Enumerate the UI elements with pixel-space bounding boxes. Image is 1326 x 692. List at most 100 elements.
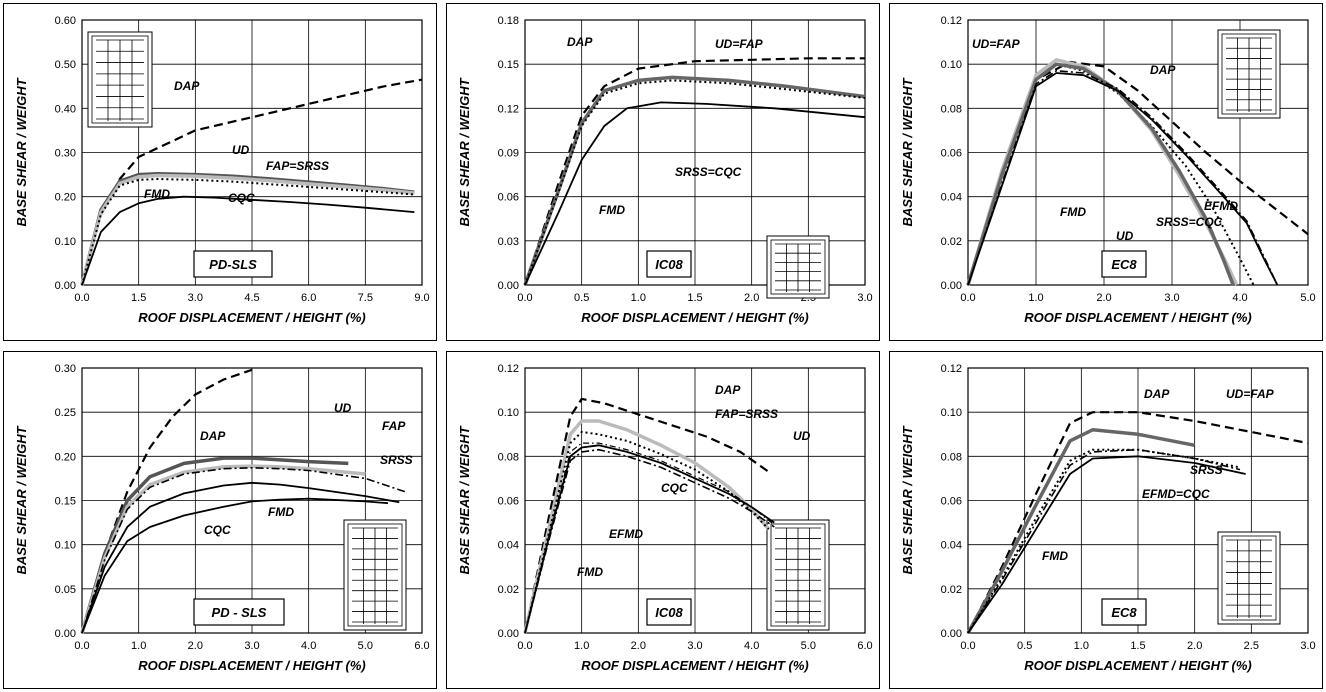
x-tick-label: 5.0 (358, 640, 373, 652)
case-label-box (193, 250, 273, 278)
x-tick-label: 4.5 (244, 292, 259, 304)
series-line-fmd (81, 497, 389, 634)
series-line-cqc (81, 481, 400, 634)
y-axis-label: BASE SHEAR / WEIGHT (457, 77, 472, 226)
annotation-label: SRSS=CQC (675, 165, 742, 179)
x-axis-label: ROOF DISPLACEMENT / HEIGHT (%) (138, 658, 366, 673)
plot-border (967, 367, 1309, 634)
y-tick-label: 0.25 (55, 407, 76, 419)
y-tick-label: 0.40 (55, 103, 76, 115)
annotation-label: FMD (599, 203, 625, 217)
y-tick-label: 0.50 (55, 59, 76, 71)
annotation-label: FMD (268, 505, 294, 519)
series-line-efmd (524, 448, 775, 634)
y-tick-label: 0.30 (55, 148, 76, 160)
annotation-label: DAP (715, 383, 741, 397)
case-label: PD - SLS (212, 605, 267, 620)
x-tick-label: 9.0 (414, 292, 429, 304)
series-line-efmd-cqc (967, 448, 1241, 634)
x-tick-label: 1.0 (574, 640, 589, 652)
x-tick-label: 3.0 (244, 640, 259, 652)
y-tick-label: 0.05 (55, 584, 76, 596)
plot-border (524, 19, 866, 286)
annotation-label: CQC (228, 191, 255, 205)
annotation-label: DAP (1150, 63, 1176, 77)
x-tick-label: 3.0 (1300, 640, 1315, 652)
y-tick-label: 0.12 (498, 103, 519, 115)
y-tick-label: 0.03 (498, 236, 519, 248)
series-line-dap (967, 411, 1309, 634)
series-line-fmd (81, 195, 415, 286)
y-axis-label: BASE SHEAR / WEIGHT (457, 425, 472, 574)
frame-icon-inner (1221, 33, 1277, 115)
chart-svg-1: 0.0 1.5 3.0 4.5 6.0 7.5 9.0 0.00 0.10 0.20 0.30 0.4… (14, 15, 430, 325)
annotation-label: FAP (382, 419, 406, 433)
annotation-label: DAP (567, 35, 593, 49)
series-line-ud (966, 62, 1235, 286)
y-tick-label: 0.08 (941, 451, 962, 463)
chart-panel-1: 0.0 1.5 3.0 4.5 6.0 7.5 9.0 0.00 0.10 0.20 0.30 0.4… (3, 3, 437, 341)
y-axis-label: BASE SHEAR / WEIGHT (14, 425, 29, 574)
y-tick-label: 0.04 (498, 540, 519, 552)
annotation-label: UD=FAP (972, 37, 1021, 51)
y-axis-label: BASE SHEAR / WEIGHT (14, 77, 29, 226)
x-tick-label: 0.0 (74, 292, 89, 304)
case-label-box (1101, 250, 1147, 278)
y-tick-label: 0.60 (55, 15, 76, 27)
annotation-label: CQC (204, 523, 231, 537)
case-label: PD-SLS (209, 257, 257, 272)
y-tick-label: 0.30 (55, 363, 76, 375)
y-tick-label: 0.06 (498, 192, 519, 204)
annotation-label: FAP=SRSS (715, 407, 778, 421)
annotation-label: UD (232, 143, 250, 157)
y-tick-label: 0.02 (498, 584, 519, 596)
x-tick-label: 0.5 (1017, 640, 1032, 652)
x-tick-label: 2.0 (631, 640, 646, 652)
y-axis-label: BASE SHEAR / WEIGHT (900, 425, 915, 574)
annotation-label: DAP (174, 79, 200, 93)
x-axis-label: ROOF DISPLACEMENT / HEIGHT (%) (1024, 310, 1252, 325)
x-axis-label: ROOF DISPLACEMENT / HEIGHT (%) (1024, 658, 1252, 673)
annotation-label: FMD (1042, 549, 1068, 563)
series-line-ud-fap (966, 428, 1196, 634)
annotation-label: EFMD (609, 527, 643, 541)
y-tick-label: 0.15 (498, 59, 519, 71)
annotation-label: FMD (144, 187, 170, 201)
chart-panel-2: 0.00.51.01.52.02.53.00.000.030.060.090.1… (446, 3, 880, 341)
annotation-label: EFMD (1204, 199, 1238, 213)
series-line-dap (523, 57, 865, 286)
y-tick-label: 0.10 (941, 59, 962, 71)
x-tick-label: 7.5 (358, 292, 373, 304)
x-tick-label: 6.0 (301, 292, 316, 304)
building-frame-icon (766, 235, 830, 299)
chart-svg-2: 0.00.51.01.52.02.53.00.000.030.060.090.1… (457, 15, 873, 325)
x-tick-label: 1.5 (1130, 640, 1145, 652)
plot-border (81, 367, 423, 634)
y-tick-label: 0.08 (941, 103, 962, 115)
annotation-label: FMD (1060, 205, 1086, 219)
y-tick-label: 0.00 (941, 628, 962, 640)
chart-panel-4: 0.0 1.0 2.0 3.0 4.0 5.0 6.0 0.00 0.05 0.10 0.15 0.2… (3, 351, 437, 689)
x-tick-label: 1.5 (687, 292, 702, 304)
y-tick-label: 0.10 (55, 540, 76, 552)
case-label: IC08 (655, 605, 683, 620)
x-tick-label: 3.0 (687, 640, 702, 652)
plot-border (524, 367, 866, 634)
y-tick-label: 0.02 (941, 584, 962, 596)
series-line-dap (523, 397, 770, 634)
y-tick-label: 0.00 (55, 280, 76, 292)
chart-svg-4: 0.0 1.0 2.0 3.0 4.0 5.0 6.0 0.00 0.05 0.10 0.15 0.2… (14, 363, 430, 673)
x-tick-label: 0.0 (517, 292, 532, 304)
x-axis-label: ROOF DISPLACEMENT / HEIGHT (%) (581, 310, 809, 325)
series-line-ud-fap (523, 75, 866, 286)
x-tick-label: 4.0 (1232, 292, 1247, 304)
case-label: IC08 (655, 257, 683, 272)
series-line-fmd (967, 455, 1246, 634)
y-axis-label: BASE SHEAR / WEIGHT (900, 77, 915, 226)
case-label-box (646, 250, 692, 278)
y-tick-label: 0.08 (498, 451, 519, 463)
case-label-box (1101, 598, 1147, 626)
chart-svg-5: 0.0 1.0 2.0 3.0 4.0 5.0 6.0 0.00 0.02 0.04 0.06 0.0… (457, 363, 873, 673)
y-tick-label: 0.04 (941, 540, 962, 552)
x-tick-label: 1.5 (131, 292, 146, 304)
